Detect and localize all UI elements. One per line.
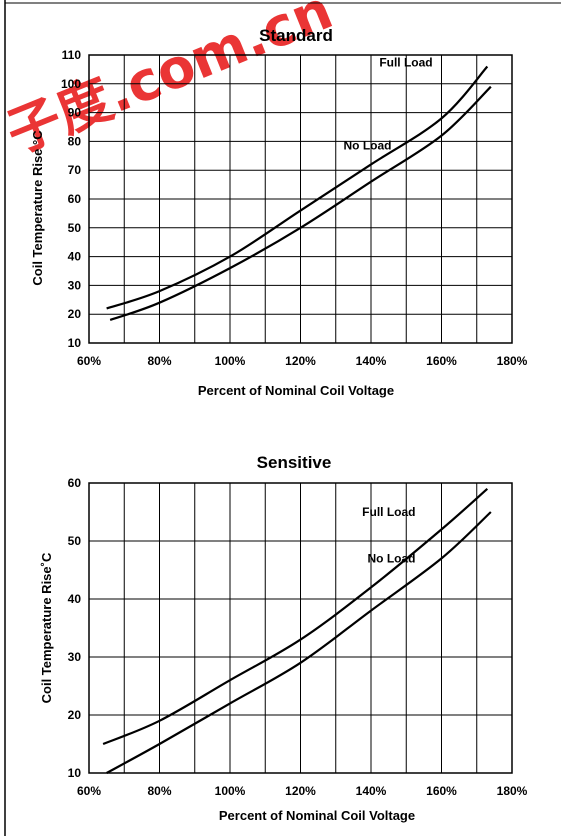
x-tick-label: 100% bbox=[215, 784, 246, 798]
series-line-full-load bbox=[106, 65, 489, 310]
x-tick-label: 180% bbox=[497, 784, 528, 798]
y-tick-label: 50 bbox=[68, 221, 82, 235]
x-tick-label: 140% bbox=[356, 784, 387, 798]
y-tick-label: 10 bbox=[68, 766, 82, 780]
x-tick-label: 60% bbox=[77, 784, 101, 798]
y-tick-label: 110 bbox=[62, 48, 82, 62]
y-axis-label: Coil Temperature Rise˚C bbox=[39, 552, 54, 703]
y-tick-label: 80 bbox=[68, 134, 82, 148]
chart-title: Standard bbox=[259, 26, 333, 45]
chart-title: Sensitive bbox=[257, 453, 332, 472]
x-tick-label: 60% bbox=[77, 354, 101, 368]
x-axis-label: Percent of Nominal Coil Voltage bbox=[219, 808, 415, 823]
y-tick-label: 90 bbox=[68, 106, 82, 120]
y-tick-label: 70 bbox=[68, 163, 82, 177]
y-tick-label: 100 bbox=[61, 77, 81, 91]
x-axis-label: Percent of Nominal Coil Voltage bbox=[198, 383, 394, 398]
x-tick-label: 160% bbox=[426, 354, 457, 368]
y-tick-label: 30 bbox=[68, 278, 82, 292]
series-line-full-load bbox=[102, 487, 489, 746]
x-tick-label: 120% bbox=[285, 354, 316, 368]
y-tick-label: 20 bbox=[68, 307, 82, 321]
x-tick-label: 80% bbox=[147, 354, 171, 368]
grid bbox=[88, 54, 513, 344]
y-tick-label: 50 bbox=[68, 534, 82, 548]
grid bbox=[88, 482, 513, 774]
y-tick-label: 40 bbox=[68, 250, 82, 264]
y-tick-label: 30 bbox=[68, 650, 82, 664]
x-tick-label: 80% bbox=[147, 784, 171, 798]
standard-chart: Standard Percent of Nominal Coil Voltage… bbox=[30, 26, 528, 398]
series-line-no-load bbox=[106, 511, 492, 774]
sensitive-chart: Sensitive Percent of Nominal Coil Voltag… bbox=[39, 453, 528, 823]
x-tick-label: 180% bbox=[497, 354, 528, 368]
y-tick-label: 40 bbox=[68, 592, 82, 606]
x-tick-label: 160% bbox=[426, 784, 457, 798]
plot-frame bbox=[88, 482, 513, 774]
y-tick-label: 60 bbox=[68, 192, 82, 206]
y-axis-label: Coil Temperature Rise °C bbox=[30, 130, 45, 286]
series-label-no-load: No Load bbox=[368, 551, 416, 565]
x-tick-label: 120% bbox=[285, 784, 316, 798]
series-line-no-load bbox=[109, 85, 492, 321]
y-tick-label: 10 bbox=[68, 336, 82, 350]
plot-frame bbox=[88, 54, 513, 344]
series-label-no-load: No Load bbox=[344, 138, 392, 152]
series-label-full-load: Full Load bbox=[379, 55, 432, 69]
series-label-full-load: Full Load bbox=[362, 505, 415, 519]
x-tick-label: 100% bbox=[215, 354, 246, 368]
y-tick-label: 60 bbox=[68, 476, 82, 490]
x-tick-label: 140% bbox=[356, 354, 387, 368]
y-tick-label: 20 bbox=[68, 708, 82, 722]
